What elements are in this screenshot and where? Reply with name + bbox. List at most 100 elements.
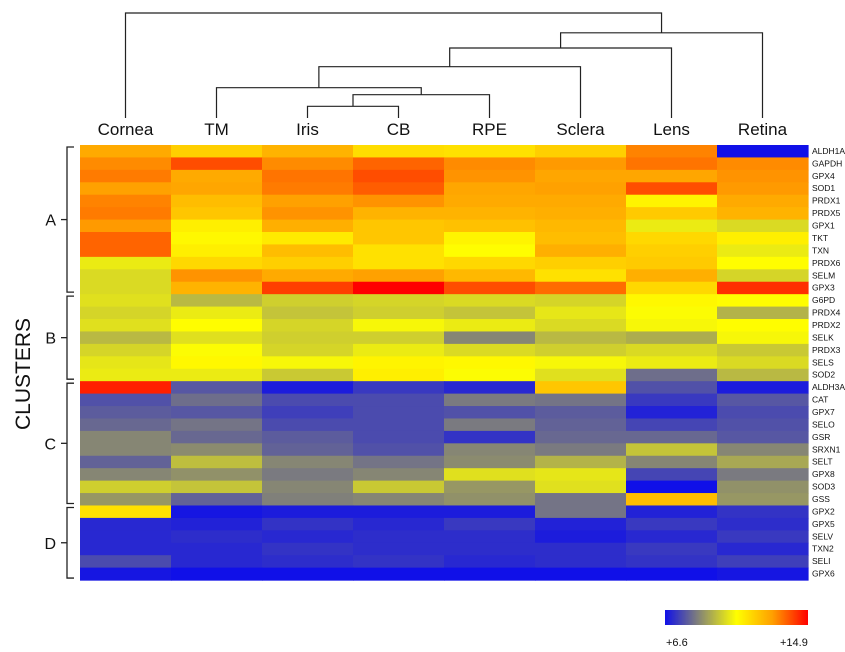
cell-gpx5-cb [353, 517, 445, 531]
row-label-selo: SELO [812, 419, 835, 429]
legend-max-label: +14.9 [780, 637, 808, 649]
cell-selo-retina [717, 418, 809, 432]
cell-prdx3-retina [717, 343, 809, 357]
cell-sod3-iris [262, 480, 354, 494]
cell-selv-cb [353, 530, 445, 544]
cell-gss-retina [717, 493, 809, 507]
cell-seli-cornea [80, 555, 172, 569]
row-label-selm: SELM [812, 270, 835, 280]
cell-gapdh-retina [717, 157, 809, 171]
cell-gpx1-rpe [444, 219, 536, 233]
row-label-prdx5: PRDX5 [812, 208, 841, 218]
cell-txn2-tm [171, 542, 263, 556]
cell-gpx7-lens [626, 406, 718, 420]
cell-gpx2-sclera [535, 505, 627, 519]
dendrogram-branch-6 [559, 32, 764, 118]
cell-selt-cb [353, 455, 445, 469]
cell-gpx1-cornea [80, 219, 172, 233]
row-label-txn2: TXN2 [812, 544, 834, 554]
row-label-sod2: SOD2 [812, 370, 835, 380]
dendrogram-branch-3 [215, 87, 422, 118]
cell-prdx6-retina [717, 256, 809, 270]
column-label-sclera: Sclera [556, 120, 605, 139]
cell-gpx5-retina [717, 517, 809, 531]
cell-cat-tm [171, 393, 263, 407]
cell-cat-lens [626, 393, 718, 407]
cell-gpx6-sclera [535, 567, 627, 581]
cell-gpx7-sclera [535, 406, 627, 420]
cell-txn-lens [626, 244, 718, 258]
cell-gsr-retina [717, 430, 809, 444]
cell-cat-retina [717, 393, 809, 407]
cell-selm-sclera [535, 269, 627, 283]
cell-gpx6-retina [717, 567, 809, 581]
heatmap-cells [80, 145, 809, 581]
cell-gpx5-lens [626, 517, 718, 531]
cluster-bracket-b [66, 295, 74, 380]
cell-tkt-retina [717, 232, 809, 246]
cluster-bracket-a [66, 146, 74, 293]
cell-prdx2-cb [353, 319, 445, 333]
cell-prdx3-lens [626, 343, 718, 357]
cell-gpx3-cb [353, 281, 445, 295]
cell-srxn1-retina [717, 443, 809, 457]
cell-aldh3a1-iris [262, 381, 354, 395]
cell-txn2-lens [626, 542, 718, 556]
cell-tkt-tm [171, 232, 263, 246]
cell-prdx3-iris [262, 343, 354, 357]
cell-selm-retina [717, 269, 809, 283]
cell-sod2-cornea [80, 368, 172, 382]
column-label-lens: Lens [653, 120, 690, 139]
cell-gpx6-lens [626, 567, 718, 581]
cell-prdx6-cb [353, 256, 445, 270]
cell-prdx1-lens [626, 194, 718, 208]
cell-selm-iris [262, 269, 354, 283]
row-label-sod1: SOD1 [812, 183, 835, 193]
cell-prdx3-cb [353, 343, 445, 357]
cell-selo-cornea [80, 418, 172, 432]
cell-aldh1a-rpe [444, 145, 536, 159]
cell-prdx5-retina [717, 207, 809, 221]
cell-gpx5-sclera [535, 517, 627, 531]
cell-selv-rpe [444, 530, 536, 544]
cell-gpx4-tm [171, 169, 263, 183]
row-labels: ALDH1A GAPDH GPX4 SOD1 PRDX1 PRDX5 GPX1 TKT TXN P… [812, 146, 845, 579]
cluster-label-d: D [44, 536, 56, 553]
row-label-gpx7: GPX7 [812, 407, 835, 417]
cell-selk-retina [717, 331, 809, 345]
cell-gpx1-retina [717, 219, 809, 233]
cell-prdx6-sclera [535, 256, 627, 270]
cluster-bracket-c [66, 382, 74, 505]
cell-sod1-cb [353, 182, 445, 196]
row-label-gpx4: GPX4 [812, 171, 835, 181]
cell-seli-cb [353, 555, 445, 569]
cell-gss-iris [262, 493, 354, 507]
cell-gsr-cb [353, 430, 445, 444]
row-label-gpx6: GPX6 [812, 569, 835, 579]
row-label-srxn1: SRXN1 [812, 444, 841, 454]
cell-sod3-tm [171, 480, 263, 494]
cell-prdx1-iris [262, 194, 354, 208]
cell-seli-rpe [444, 555, 536, 569]
cell-gss-cb [353, 493, 445, 507]
cell-gpx2-retina [717, 505, 809, 519]
cell-gpx5-tm [171, 517, 263, 531]
cell-gss-sclera [535, 493, 627, 507]
cell-prdx2-tm [171, 319, 263, 333]
cell-prdx3-rpe [444, 343, 536, 357]
cell-prdx4-cb [353, 306, 445, 320]
row-label-cat: CAT [812, 395, 828, 405]
cell-txn-cb [353, 244, 445, 258]
cell-sod3-lens [626, 480, 718, 494]
cell-gpx7-tm [171, 406, 263, 420]
cell-sels-retina [717, 356, 809, 370]
cell-gpx1-iris [262, 219, 354, 233]
cell-gpx8-rpe [444, 468, 536, 482]
cell-gapdh-lens [626, 157, 718, 171]
cell-selv-tm [171, 530, 263, 544]
column-labels: Cornea TM Iris CB RPE Sclera Lens Retina [98, 120, 788, 139]
cell-prdx3-sclera [535, 343, 627, 357]
cell-srxn1-cornea [80, 443, 172, 457]
row-label-aldh1a: ALDH1A [812, 146, 845, 156]
cell-sod1-lens [626, 182, 718, 196]
